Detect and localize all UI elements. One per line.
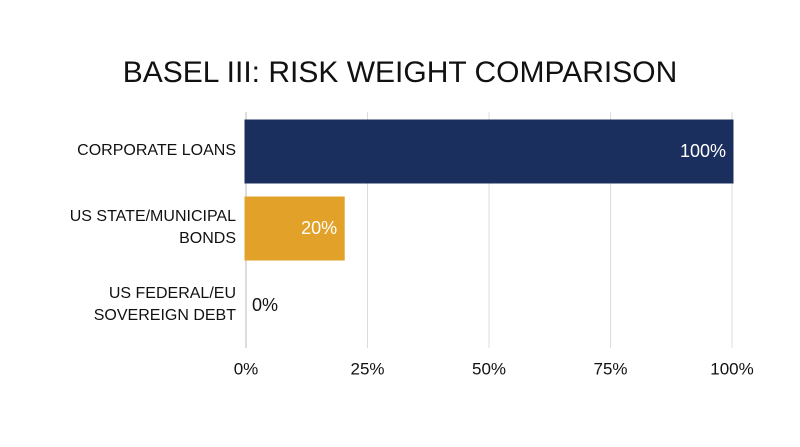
chart-title: BASEL III: RISK WEIGHT COMPARISON — [123, 56, 678, 89]
value-label: 0% — [252, 295, 278, 315]
value-label: 20% — [301, 218, 337, 238]
y-tick-label: CORPORATE LOANS — [77, 142, 236, 159]
x-tick-label: 100% — [710, 359, 753, 378]
y-tick-label: US STATE/MUNICIPAL BONDS — [69, 208, 236, 247]
x-tick-label: 50% — [472, 359, 506, 378]
x-tick-label: 75% — [593, 359, 627, 378]
value-label: 100% — [680, 141, 726, 161]
bar — [244, 196, 345, 261]
y-tick-label: US FEDERAL/EU SOVEREIGN DEBT — [93, 285, 236, 324]
bar — [244, 119, 734, 184]
x-tick-label: 25% — [350, 359, 384, 378]
x-tick-label: 0% — [234, 359, 259, 378]
